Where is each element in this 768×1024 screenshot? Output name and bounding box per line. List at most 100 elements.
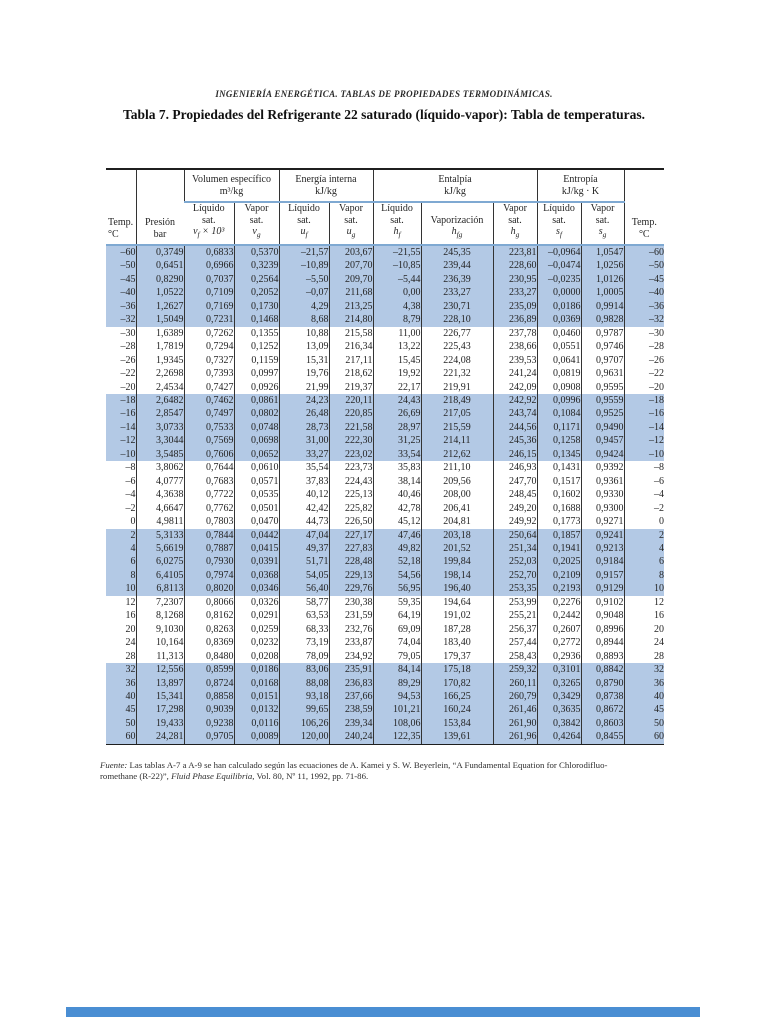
cell: 56,40	[278, 582, 329, 596]
cell: 199,84	[420, 555, 493, 569]
cell: 204,81	[420, 515, 493, 529]
cell: –0,0964	[536, 245, 582, 260]
cell: 0,0391	[233, 555, 279, 569]
cell: 0,9238	[183, 716, 234, 731]
cell: 194,64	[420, 595, 493, 610]
cell: 0,0698	[233, 434, 279, 448]
cell: 26,69	[372, 407, 421, 421]
cell: 1,0547	[580, 245, 625, 260]
cell: 40,12	[278, 488, 329, 502]
cell: 0,2442	[536, 609, 582, 623]
cell: 3,0733	[135, 420, 184, 435]
cell: 88,08	[278, 676, 329, 690]
cell: 60	[106, 730, 136, 745]
table-row: 6 6,0275 0,7930 0,0391 51,71 228,48 52,18 199,8…	[106, 555, 665, 569]
cell: 229,13	[328, 568, 373, 583]
cell: 0,1431	[536, 461, 582, 475]
cell: 108,06	[372, 716, 421, 731]
cell: 230,71	[420, 299, 493, 314]
cell: 49,37	[278, 541, 329, 556]
cell: 0,7294	[183, 340, 234, 354]
cell: 0,0535	[233, 488, 279, 502]
cell: –6	[623, 474, 665, 489]
cell: 0,8893	[580, 649, 625, 664]
cell: –18	[120, 394, 136, 406]
cell: 6,8113	[135, 582, 184, 596]
cell: 37,83	[278, 474, 329, 489]
cell: 4	[623, 541, 665, 556]
cell: 0,7327	[183, 353, 234, 368]
cell: 0,3749	[135, 245, 184, 260]
col-header-hg: Vapor sat. hg	[492, 202, 538, 246]
cell: 0,8944	[580, 636, 625, 650]
cell: 0,9213	[580, 541, 625, 556]
cell: 249,20	[492, 501, 538, 516]
cell: 0,9300	[580, 501, 625, 516]
cell: 19,92	[372, 367, 421, 381]
cell: 19,76	[278, 367, 329, 381]
cell: 0,2936	[536, 649, 582, 664]
symbol-vg: vg	[252, 226, 261, 239]
cell: 2,6482	[135, 393, 184, 408]
cell: 73,19	[278, 636, 329, 650]
cell: 52,18	[372, 555, 421, 569]
cell: 0,9241	[580, 528, 625, 542]
cell: –22	[623, 367, 665, 381]
cell: 0,0641	[536, 353, 582, 368]
header-label: °C	[108, 228, 119, 240]
table-row: –12 3,3044 0,7569 0,0698 31,00 222,30 31,25 214…	[106, 434, 665, 448]
cell: 40	[623, 689, 665, 704]
cell: 212,62	[420, 447, 493, 462]
symbol-hfg: hfg	[451, 226, 463, 239]
cell: –2	[623, 501, 665, 516]
cell: 255,21	[492, 609, 538, 623]
group-header-entropia: Entropía kJ/kg · K	[536, 169, 625, 203]
cell: –10,89	[278, 259, 329, 273]
cell: 166,25	[420, 689, 493, 704]
cell: –22	[120, 368, 136, 380]
cell: –12	[623, 434, 665, 448]
cell: –0,07	[278, 286, 329, 300]
group-unit: kJ/kg · K	[561, 186, 600, 197]
cell: –5,50	[278, 272, 329, 287]
cell: 47,04	[278, 528, 329, 542]
cell: 89,29	[372, 676, 421, 690]
cell: 0,7683	[183, 474, 234, 489]
cell: 223,81	[492, 245, 538, 260]
cell: 13,897	[135, 676, 184, 690]
cell: 0,2109	[536, 568, 582, 583]
table-row: –26 1,9345 0,7327 0,1159 15,31 217,11 15,45 224…	[106, 353, 665, 368]
cell: 226,77	[420, 326, 493, 341]
cell: 0,00	[372, 286, 421, 300]
cell: 222,30	[328, 434, 373, 448]
cell: 47,46	[372, 528, 421, 542]
cell: 24	[623, 636, 665, 650]
cell: 0,8599	[183, 663, 234, 677]
cell: 0,0501	[233, 501, 279, 516]
cell: 258,43	[492, 649, 538, 664]
cell: 12	[125, 596, 136, 608]
col-header-vg: Vapor sat. vg	[233, 202, 279, 246]
cell: 0,8603	[580, 716, 625, 731]
cell: 242,92	[492, 393, 538, 408]
cell: –32	[623, 313, 665, 327]
cell: 0,2772	[536, 636, 582, 650]
cell: 0,8724	[183, 676, 234, 690]
cell: 229,76	[328, 582, 373, 596]
cell: 0,0151	[233, 689, 279, 704]
col-header-sf: Líquido sat. sf	[536, 202, 582, 246]
col-header-temp-right: Temp. °C	[623, 169, 665, 246]
symbol-vf: vf × 10³	[193, 226, 225, 239]
cell: 0,0168	[233, 676, 279, 690]
source-note: Fuente: Las tablas A-7 a A-9 se han calc…	[100, 759, 608, 782]
cell: 0,0000	[536, 286, 582, 300]
cell: 209,56	[420, 474, 493, 489]
symbol-ug: ug	[346, 226, 356, 239]
cell: 0,0116	[233, 716, 279, 731]
cell: 0,0291	[233, 609, 279, 623]
source-label: Fuente:	[100, 759, 128, 770]
cell: 33,54	[372, 447, 421, 462]
cell: 45	[623, 703, 665, 717]
symbol-sg: sg	[598, 226, 607, 239]
cell: 24	[125, 637, 136, 649]
